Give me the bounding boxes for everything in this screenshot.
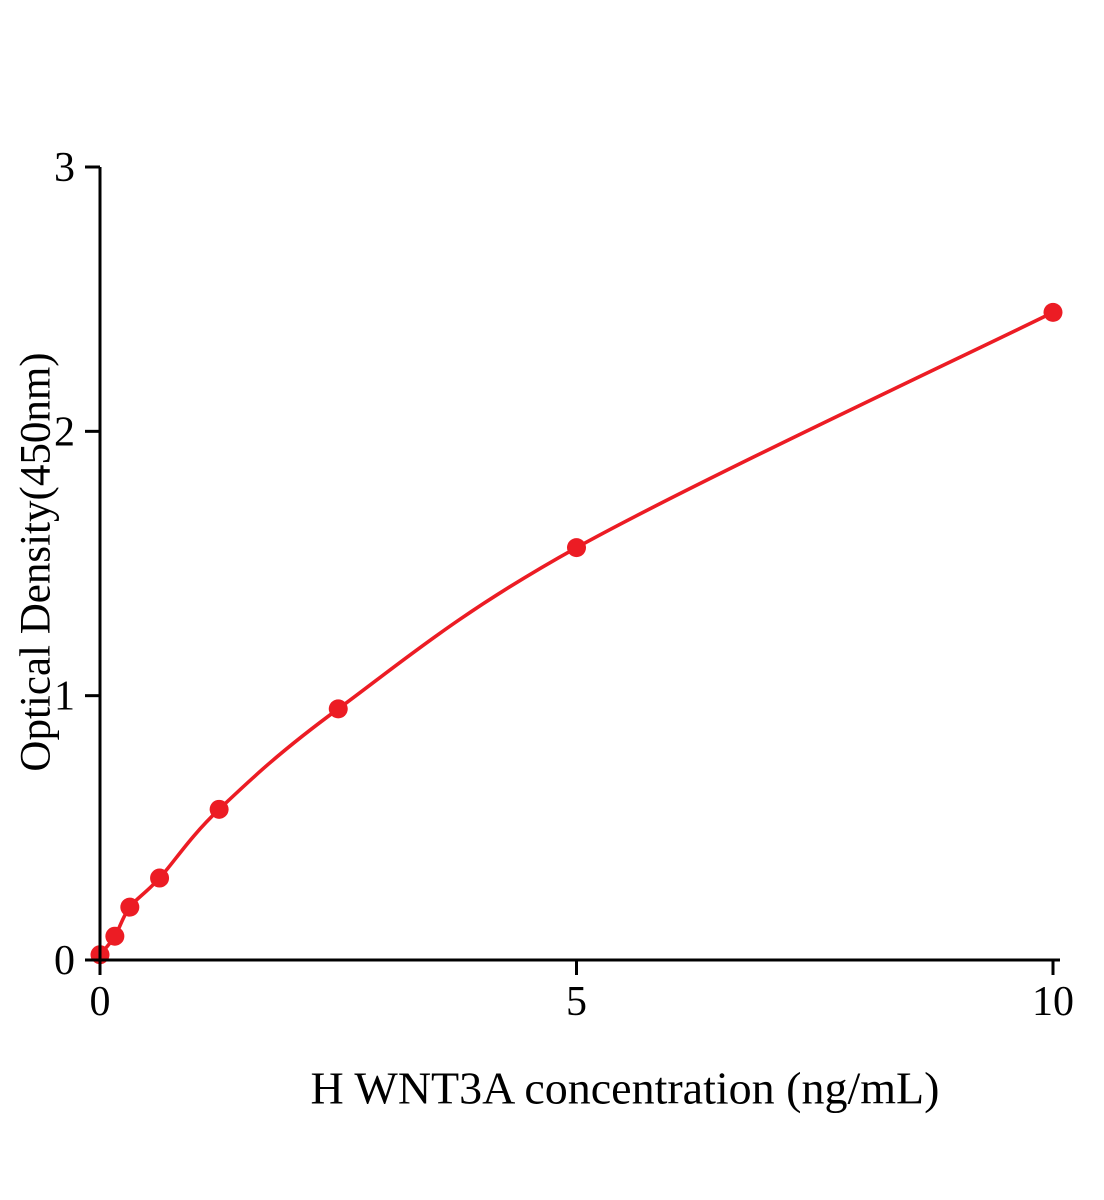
y-axis-label: Optical Density(450nm) — [12, 352, 60, 772]
data-point — [105, 926, 125, 946]
y-tick-label: 3 — [54, 145, 75, 191]
data-point — [567, 538, 586, 558]
data-point — [1043, 302, 1063, 322]
standard-curve-line — [98, 310, 1054, 956]
data-point — [209, 799, 229, 819]
data-point — [150, 868, 170, 888]
data-point — [328, 699, 348, 719]
y-tick-label: 2 — [54, 409, 75, 455]
data-point — [120, 897, 140, 917]
y-tick-label: 0 — [54, 938, 75, 984]
x-tick-label: 10 — [1032, 979, 1074, 1025]
y-tick-label: 1 — [54, 674, 75, 720]
x-tick-label: 5 — [566, 979, 587, 1025]
x-axis-label: H WNT3A concentration (ng/mL) — [310, 1062, 940, 1114]
x-tick-label: 0 — [90, 979, 111, 1025]
